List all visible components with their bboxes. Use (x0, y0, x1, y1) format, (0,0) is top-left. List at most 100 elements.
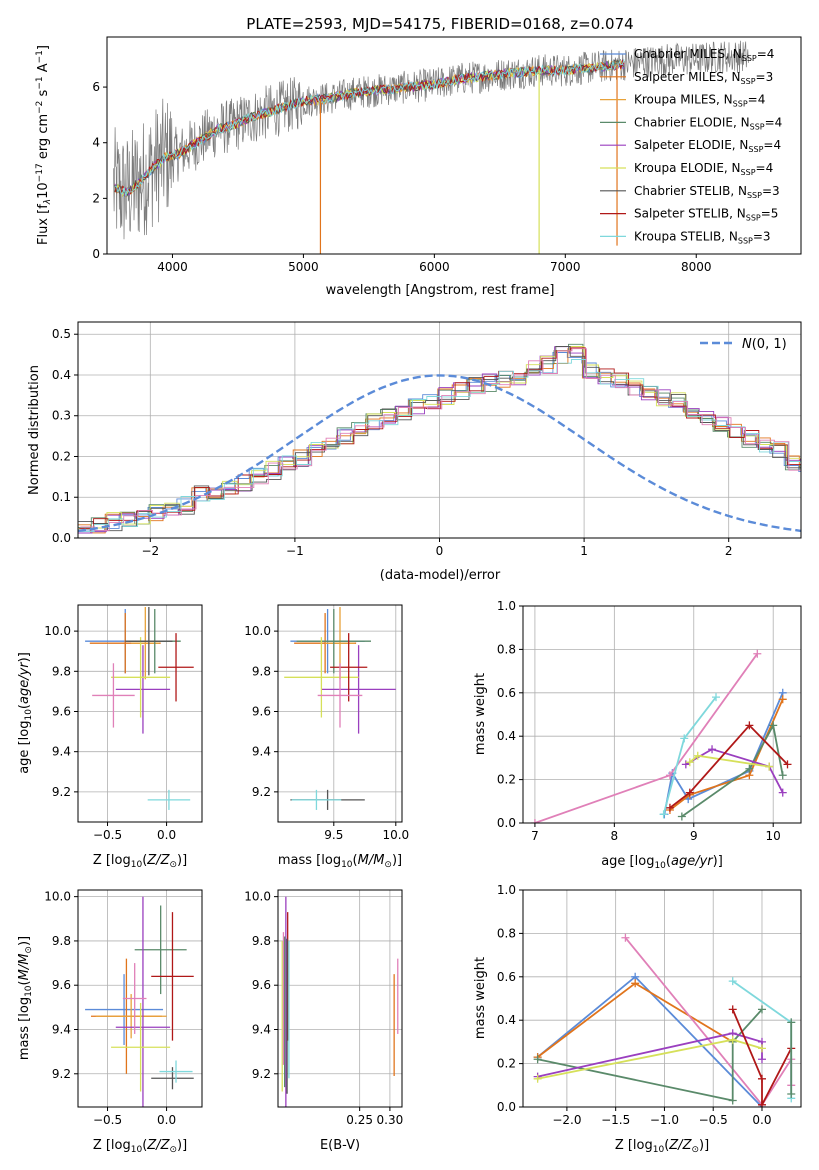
x-tick-label: 2 (725, 544, 733, 558)
weight-point-marker (677, 812, 686, 821)
weight-point-marker (708, 745, 717, 754)
weight-point-marker (745, 764, 754, 773)
x-axis-label: wavelength [Angstrom, rest frame] (326, 283, 555, 298)
axes-mass-vs-ebv: 0.25 0.30 9.2 9.4 9.6 9.8 10.0 (244, 889, 404, 1127)
x-tick-label: −1.5 (601, 1113, 630, 1127)
weight-point-marker (778, 788, 787, 797)
x-axis-label: Z [log10(Z/Z⊙)] (615, 1138, 709, 1155)
plot-area-massweight-vs-Z (533, 933, 796, 1107)
x-tick-label: −0.5 (699, 1113, 728, 1127)
figure-title: PLATE=2593, MJD=54175, FIBERID=0168, z=0… (246, 15, 633, 33)
histogram-steps (78, 343, 801, 528)
histogram-steps (78, 348, 801, 534)
x-tick-label: 6000 (419, 260, 450, 274)
x-tick-label: −0.5 (93, 1113, 122, 1127)
y-tick-label: 0.0 (497, 1100, 516, 1114)
weight-point-marker (769, 721, 778, 730)
y-tick-label: 0.8 (497, 642, 516, 656)
weight-point-marker (783, 760, 792, 769)
x-tick-label: 8 (611, 829, 619, 843)
x-tick-label: 9.5 (324, 828, 343, 842)
weight-series-line (537, 1008, 763, 1102)
axes-spectrum: 4000 5000 6000 7000 8000 0 2 4 6 Chabrier MILES, … (35, 36, 802, 298)
weight-point-marker (530, 819, 539, 823)
x-tick-label: 0.25 (346, 1113, 373, 1127)
y-tick-label: 9.8 (52, 934, 71, 948)
y-tick-label: 6 (92, 80, 100, 94)
x-tick-label: −2 (141, 544, 159, 558)
axes-residual-histogram: −2 −1 0 1 2 0.0 0.1 0.2 0.3 0.4 0.5 N(0, 1) (data-mo… (27, 321, 802, 583)
weight-point-marker (787, 1018, 796, 1027)
histogram-steps (78, 346, 801, 530)
weight-series-line (534, 653, 759, 823)
plot-area-mass-vs-Z (85, 896, 194, 1107)
x-tick-label: 9 (690, 829, 698, 843)
y-tick-label: 9.4 (252, 1023, 271, 1037)
weight-series-line (537, 975, 763, 1107)
y-tick-label: 9.4 (52, 1023, 71, 1037)
x-tick-label: 1 (580, 544, 588, 558)
weight-point-marker (757, 1044, 766, 1053)
weight-point-marker (712, 693, 721, 702)
model-spectrum-line (114, 59, 625, 197)
axes-mass-vs-Z: −0.5 0.0 9.2 9.4 9.6 9.8 10.0 Z [log10(Z/Z⊙)] ma… (17, 889, 203, 1155)
weight-point-marker (680, 734, 689, 743)
x-tick-label: −2.0 (552, 1113, 581, 1127)
axes-age-vs-mass: 9.5 10.0 9.2 9.4 9.6 9.8 10.0 mass [log10(M/M⊙)… (244, 604, 409, 870)
legend-label: Chabrier STELIB, NSSP=3 (634, 184, 780, 200)
x-tick-label: 0.30 (377, 1113, 404, 1127)
y-tick-label: 4 (92, 136, 100, 150)
weight-series-line (681, 722, 784, 818)
axes-frame (106, 36, 802, 255)
weight-point-marker (757, 1055, 766, 1064)
weight-series-line (669, 724, 789, 809)
x-axis-label: E(B-V) (320, 1138, 360, 1153)
y-tick-label: 9.2 (52, 785, 71, 799)
weight-point-marker (665, 771, 674, 780)
weight-point-marker (621, 933, 630, 942)
y-tick-label: 9.4 (252, 745, 271, 759)
x-tick-label: 4000 (157, 260, 188, 274)
weight-series-line (669, 698, 784, 811)
plot-area-age-vs-mass (284, 607, 396, 810)
weight-point-marker (757, 1100, 766, 1107)
y-axis-label: Flux [fλ10−17 erg cm−2 s−1 A−1] (35, 45, 53, 245)
y-tick-label: 2 (92, 191, 100, 205)
weight-point-marker (778, 695, 787, 704)
y-tick-label: 0.0 (497, 816, 516, 830)
weight-point-marker (728, 1096, 737, 1105)
x-tick-label: 8000 (681, 260, 712, 274)
legend-label: Chabrier ELODIE, NSSP=4 (634, 115, 782, 131)
x-axis-label: (data-model)/error (380, 568, 501, 583)
weight-point-marker (685, 758, 694, 767)
histogram-steps (78, 352, 801, 532)
y-tick-label: 0.4 (497, 1013, 516, 1027)
x-tick-label: 0 (436, 544, 444, 558)
x-tick-label: 10 (766, 829, 781, 843)
legend-label: Chabrier MILES, NSSP=4 (634, 47, 774, 63)
x-tick-label: 0.0 (157, 828, 176, 842)
weight-point-marker (757, 1074, 766, 1083)
weight-point-marker (685, 788, 694, 797)
x-axis-label: Z [log10(Z/Z⊙)] (93, 1138, 187, 1155)
axes-frame (522, 889, 802, 1108)
x-tick-label: 5000 (288, 260, 319, 274)
weight-series-line (624, 937, 793, 1107)
y-tick-label: 1.0 (497, 883, 516, 897)
legend-label: Kroupa ELODIE, NSSP=4 (634, 161, 773, 177)
y-tick-label: 10.0 (44, 624, 71, 638)
axes-frame (77, 604, 203, 823)
y-tick-label: 0 (92, 247, 100, 261)
weight-point-marker (533, 1074, 542, 1083)
histogram-steps (80, 348, 801, 531)
weight-point-marker (787, 1089, 796, 1098)
weight-point-marker (728, 1035, 737, 1044)
y-tick-label: 10.0 (244, 890, 271, 904)
x-tick-label: 7 (531, 829, 539, 843)
axes-frame (277, 604, 403, 823)
plot-area-age-vs-Z (85, 607, 194, 810)
model-spectrum-line (114, 59, 625, 197)
axes-frame (77, 889, 203, 1108)
y-tick-label: 1.0 (497, 599, 516, 613)
